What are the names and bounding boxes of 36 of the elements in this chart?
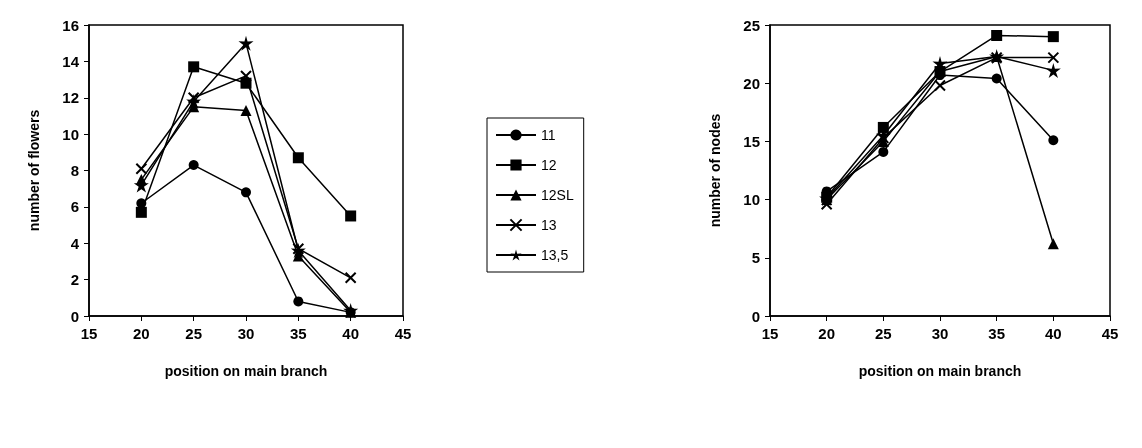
x-tick-label: 40 [342, 325, 360, 342]
y-tick-label: 16 [62, 16, 79, 34]
x-tick-label: 20 [818, 325, 836, 342]
y-tick-label: 12 [62, 89, 79, 107]
y-tick-label: 8 [70, 162, 79, 179]
x-tick-label: 20 [132, 325, 150, 342]
y-tick-label: 6 [70, 198, 79, 216]
y-tick-label: 4 [70, 234, 80, 252]
legend-label: 12 [541, 157, 557, 173]
y-tick-label: 2 [70, 271, 79, 289]
x-tick-label: 25 [185, 325, 203, 342]
x-tick-label: 30 [237, 325, 255, 342]
x-tick-label: 35 [289, 325, 307, 342]
y-tick-label: 5 [751, 249, 760, 267]
y-tick-label: 20 [743, 74, 760, 92]
y-tick-label: 0 [70, 307, 79, 325]
x-tick-label: 30 [931, 325, 949, 342]
y-tick-label: 10 [743, 191, 760, 209]
y-tick-label: 0 [751, 307, 760, 325]
x-tick-label: 40 [1044, 325, 1062, 342]
x-tick-label: 35 [988, 325, 1006, 342]
legend-label: 13,5 [541, 247, 569, 263]
x-tick-label: 45 [1101, 325, 1119, 342]
y-tick-label: 10 [62, 125, 79, 143]
y-axis-title: number of nodes [707, 113, 723, 228]
x-tick-label: 45 [394, 325, 412, 342]
y-tick-label: 25 [743, 16, 760, 34]
y-axis-title: number of flowers [26, 109, 42, 232]
legend-label: 13 [541, 217, 557, 233]
y-tick-label: 14 [62, 52, 80, 70]
x-axis-title: position on main branch [858, 363, 1022, 379]
x-axis-title: position on main branch [164, 363, 328, 379]
y-tick-label: 15 [743, 132, 760, 150]
legend-label: 12SL [541, 187, 574, 203]
x-tick-label: 25 [874, 325, 892, 342]
legend-label: 11 [541, 127, 556, 143]
